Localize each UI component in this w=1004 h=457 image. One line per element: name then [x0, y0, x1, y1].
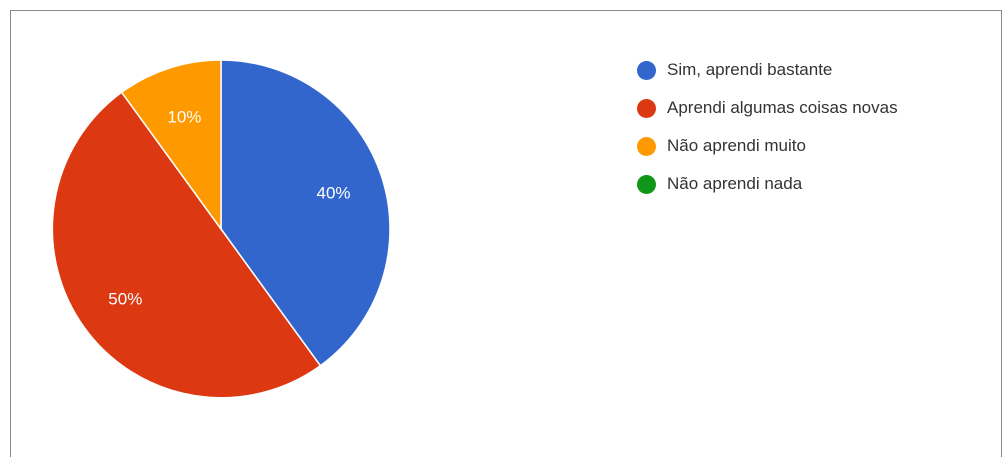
- chart-legend: Sim, aprendi bastante Aprendi algumas coi…: [637, 57, 898, 209]
- legend-item-1[interactable]: Sim, aprendi bastante: [637, 57, 898, 83]
- legend-swatch-icon: [637, 136, 656, 156]
- slice-label-1: 40%: [316, 183, 350, 202]
- legend-label: Não aprendi muito: [667, 136, 806, 155]
- legend-swatch-icon: [637, 60, 656, 80]
- legend-item-2[interactable]: Aprendi algumas coisas novas: [637, 95, 898, 121]
- legend-item-4[interactable]: Não aprendi nada: [637, 171, 898, 197]
- legend-swatch-icon: [637, 98, 656, 118]
- legend-label: Sim, aprendi bastante: [667, 60, 833, 79]
- legend-swatch-icon: [637, 174, 656, 194]
- slice-label-2: 50%: [108, 290, 142, 309]
- legend-item-3[interactable]: Não aprendi muito: [637, 133, 898, 159]
- legend-label: Aprendi algumas coisas novas: [667, 98, 898, 117]
- pie-slice-2[interactable]: [51, 91, 322, 399]
- pie-slice-1[interactable]: [220, 59, 391, 367]
- pie-slice-3[interactable]: [120, 59, 222, 232]
- legend-label: Não aprendi nada: [667, 174, 803, 193]
- slice-label-3: 10%: [167, 108, 201, 127]
